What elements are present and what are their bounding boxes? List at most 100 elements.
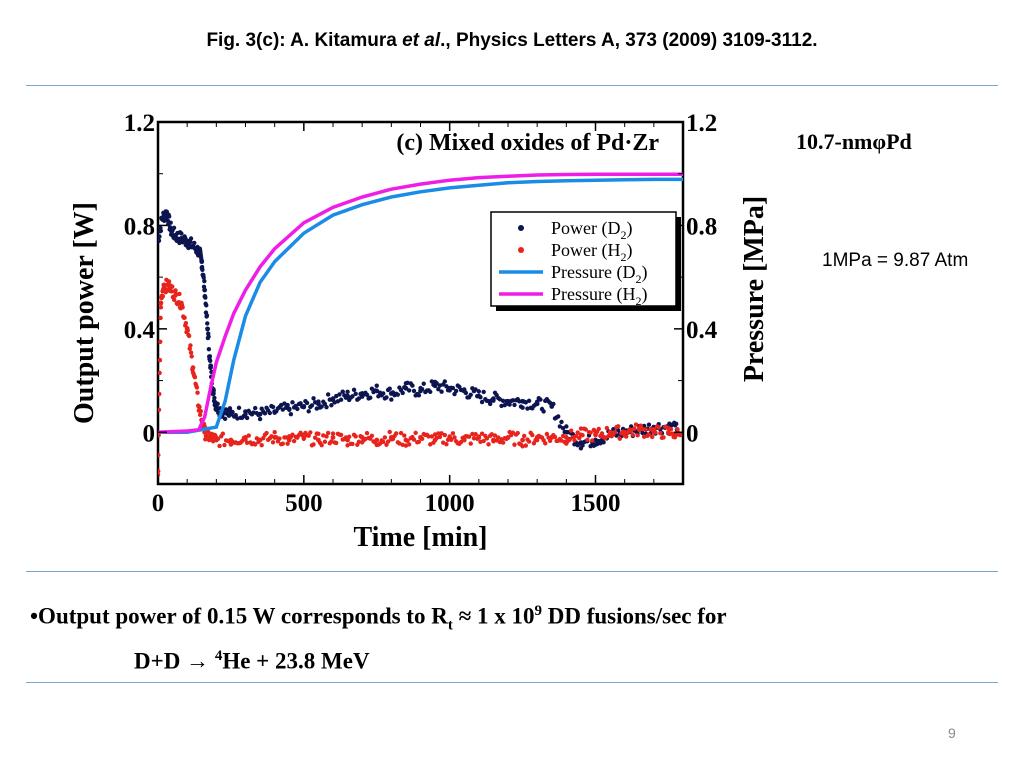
series-0-dot [324, 404, 329, 410]
series-1-dot [567, 437, 572, 443]
series-0-dot [615, 428, 621, 433]
series-0-dot [183, 235, 188, 241]
series-1-dot [466, 434, 472, 439]
series-0-dot [243, 411, 248, 417]
series-1-dot [452, 435, 457, 440]
series-1-dot [257, 437, 263, 443]
y-right-tick-label-0: 0 [686, 420, 699, 447]
series-0-dot [372, 388, 378, 393]
series-1-dot [220, 431, 226, 436]
series-0-dot [168, 220, 173, 225]
series-1-dot [428, 442, 433, 447]
series-0-dot [298, 401, 303, 406]
y-left-tick-label-3: 1.2 [124, 110, 155, 137]
series-1-dot [347, 434, 352, 439]
series-1-dot [322, 439, 328, 444]
series-1-dot [176, 300, 181, 305]
series-1-dot [431, 440, 436, 445]
series-0-dot [356, 396, 362, 401]
series-0-dot [338, 397, 344, 402]
series-1-dot [280, 441, 285, 446]
series-1-dot [350, 441, 355, 447]
series-1-dot [243, 437, 248, 442]
series-0-dot [236, 405, 242, 411]
series-1-dot [186, 333, 192, 339]
series-0-dot [212, 395, 217, 401]
series-1-dot [658, 430, 663, 436]
series-1-dot [334, 440, 339, 446]
series-1-dot [382, 435, 388, 440]
series-0-dot [453, 388, 459, 394]
series-1-dot [272, 429, 277, 435]
y-left-tick-label-1: 0.4 [124, 317, 156, 344]
series-1-dot [244, 440, 250, 446]
series-1-dot [324, 434, 329, 439]
series-1-dot [353, 434, 358, 439]
series-0-dot [334, 393, 339, 399]
series-1-dot [338, 432, 344, 438]
series-1-dot [182, 315, 187, 320]
series-1-dot [585, 437, 590, 443]
series-1-dot [458, 439, 464, 445]
series-1-dot [364, 430, 370, 436]
series-0-dot [329, 403, 334, 408]
series-0-dot [462, 387, 467, 392]
plot-annotation: (c) Mixed oxides of Pd·Zr [396, 130, 659, 156]
series-1-dot [177, 291, 182, 297]
series-1-dot [603, 436, 608, 441]
page-number: 9 [948, 725, 956, 741]
series-0-dot [351, 387, 357, 393]
x-axis-label: Time [min] [353, 522, 487, 553]
series-1-dot [575, 430, 580, 435]
legend-swatch-0 [518, 225, 524, 231]
series-1-dot [158, 452, 161, 458]
series-1-dot [650, 434, 655, 440]
series-1-dot [577, 435, 582, 441]
series-0-dot [340, 389, 345, 394]
series-1-dot [312, 435, 318, 440]
series-1-dot [429, 434, 435, 439]
series-1-dot [253, 442, 258, 447]
series-0-dot [327, 397, 332, 402]
series-0-dot [285, 402, 290, 408]
series-1-dot [653, 430, 658, 435]
legend-entry-2: Pressure (D2) [551, 262, 647, 286]
legend-entry-0: Power (D2) [551, 218, 633, 242]
series-0-dot [580, 443, 585, 448]
series-1-dot [160, 294, 166, 299]
series-1-dot [285, 441, 290, 446]
side-note-sample: 10.7-nmφPd [796, 129, 912, 154]
series-1-dot [492, 433, 498, 438]
series-1-dot [387, 429, 392, 435]
series-0-dot [402, 385, 407, 390]
series-1-dot [217, 443, 222, 449]
series-1-dot [308, 430, 313, 435]
series-0-dot [389, 397, 394, 402]
series-0-dot [210, 391, 215, 397]
y-right-tick-label-1: 0.4 [686, 317, 718, 344]
series-0-dot [222, 416, 228, 422]
series-0-dot [256, 412, 261, 418]
series-0-dot [463, 390, 469, 396]
series-0-dot [262, 411, 268, 416]
series-1-dot [158, 432, 161, 438]
series-1-dot [620, 429, 626, 434]
series-1-dot [445, 437, 451, 442]
series-0-dot [520, 405, 525, 410]
series-1-dot [496, 435, 501, 440]
series-0-dot [473, 387, 478, 392]
x-tick-label-0: 0 [152, 490, 165, 517]
series-0-dot [204, 313, 210, 318]
series-1-point-19 [330, 435, 336, 440]
series-1-dot [522, 433, 527, 439]
series-1-dot [259, 443, 264, 448]
series-1-dot [468, 441, 473, 446]
series-0-dot [230, 409, 235, 415]
series-1-point-1 [158, 300, 164, 306]
series-0-dot [226, 413, 232, 418]
series-0-dot [211, 388, 216, 393]
series-1-dot [291, 438, 297, 444]
series-0-dot [517, 399, 522, 404]
series-1-dot [633, 422, 639, 427]
series-1-dot [632, 426, 637, 431]
